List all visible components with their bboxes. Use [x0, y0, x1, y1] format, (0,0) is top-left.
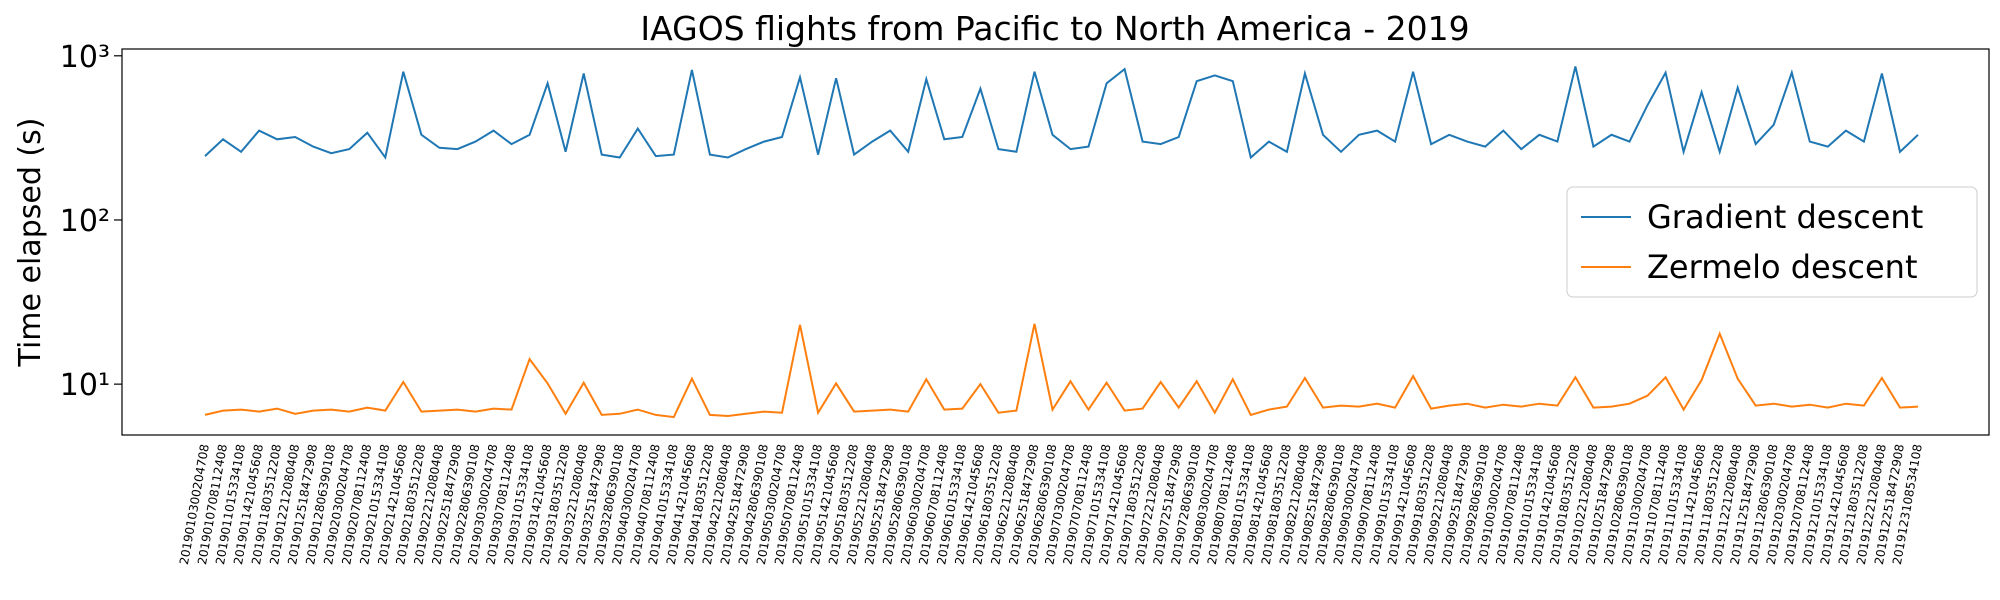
- legend-box: [1566, 186, 1978, 298]
- legend-label: Gradient descent: [1647, 198, 1923, 236]
- y-tick-label: 10¹: [60, 368, 110, 403]
- series-line: [204, 66, 1919, 160]
- plot-frame: [121, 48, 1990, 436]
- chart-title: IAGOS flights from Pacific to North Amer…: [640, 9, 1469, 48]
- series-line: [204, 323, 1919, 419]
- y-tick-label: 10²: [60, 204, 110, 239]
- y-tick-label: 10³: [60, 40, 110, 75]
- legend-label: Zermelo descent: [1647, 248, 1917, 286]
- y-axis-label: Time elapsed (s): [13, 118, 48, 368]
